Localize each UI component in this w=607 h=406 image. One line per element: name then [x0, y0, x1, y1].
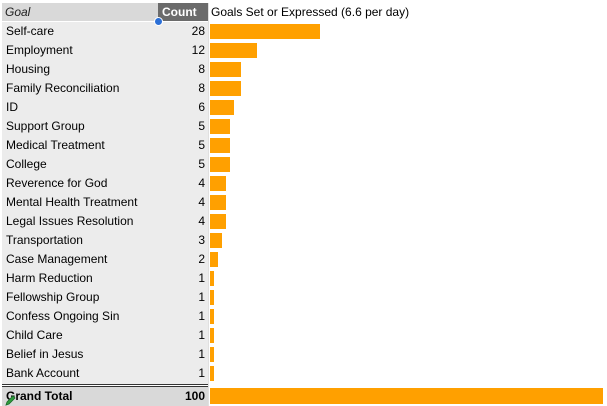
goal-count: 8 — [198, 81, 205, 95]
goal-bar — [210, 233, 222, 248]
goal-count: 1 — [198, 347, 205, 361]
chart-title: Goals Set or Expressed (6.6 per day) — [211, 5, 410, 19]
goal-count: 5 — [198, 157, 205, 171]
goal-count: 1 — [198, 309, 205, 323]
grand-total-row — [2, 387, 208, 406]
goal-count: 1 — [198, 328, 205, 342]
goal-label[interactable]: Housing — [6, 62, 51, 76]
column-divider — [208, 3, 209, 406]
goal-bar — [210, 252, 218, 267]
count-column-background — [158, 22, 208, 384]
goal-bar — [210, 309, 214, 324]
goal-bar — [210, 100, 234, 115]
pencil-icon[interactable] — [5, 394, 17, 406]
goal-bar — [210, 195, 226, 210]
total-separator — [2, 384, 208, 387]
goal-label[interactable]: Transportation — [6, 233, 83, 247]
grand-total-label: Grand Total — [6, 389, 73, 403]
goal-count: 12 — [191, 43, 205, 57]
goal-label[interactable]: ID — [6, 100, 18, 114]
goal-label[interactable]: Reverence for God — [6, 176, 108, 190]
goal-label[interactable]: Harm Reduction — [6, 271, 93, 285]
goal-count: 4 — [198, 195, 205, 209]
goal-label[interactable]: Case Management — [6, 252, 108, 266]
goal-bar — [210, 214, 226, 229]
grand-total-bar — [210, 388, 603, 404]
count-column-header[interactable]: Count — [158, 3, 208, 21]
goal-bar — [210, 119, 230, 134]
goal-count: 2 — [198, 252, 205, 266]
goal-bar — [210, 328, 214, 343]
goal-count: 4 — [198, 176, 205, 190]
goal-bar — [210, 62, 241, 77]
goal-column-background — [2, 22, 158, 384]
goal-label[interactable]: Legal Issues Resolution — [6, 214, 134, 228]
goal-label[interactable]: Child Care — [6, 328, 63, 342]
goal-label[interactable]: Family Reconciliation — [6, 81, 120, 95]
goal-bar — [210, 290, 214, 305]
goal-count: 8 — [198, 62, 205, 76]
goal-count: 5 — [198, 138, 205, 152]
goal-label[interactable]: Confess Ongoing Sin — [6, 309, 120, 323]
goal-label[interactable]: Employment — [6, 43, 73, 57]
goal-count: 1 — [198, 271, 205, 285]
goal-column-header[interactable]: Goal — [2, 3, 158, 21]
goal-label[interactable]: Mental Health Treatment — [6, 195, 138, 209]
selection-handle-icon[interactable] — [154, 17, 163, 26]
goal-label[interactable]: Fellowship Group — [6, 290, 100, 304]
goal-label[interactable]: Bank Account — [6, 366, 80, 380]
goal-bar — [210, 81, 241, 96]
grand-total-count: 100 — [184, 389, 205, 403]
goal-count: 4 — [198, 214, 205, 228]
goal-label[interactable]: Medical Treatment — [6, 138, 105, 152]
goal-bar — [210, 24, 320, 39]
goal-count: 28 — [191, 24, 205, 38]
goal-bar — [210, 347, 214, 362]
goal-count: 5 — [198, 119, 205, 133]
goal-bar — [210, 176, 226, 191]
goal-label[interactable]: College — [6, 157, 47, 171]
goal-count: 1 — [198, 366, 205, 380]
goal-bar — [210, 157, 230, 172]
goal-bar — [210, 271, 214, 286]
goal-label[interactable]: Belief in Jesus — [6, 347, 84, 361]
goal-bar — [210, 138, 230, 153]
goal-count: 6 — [198, 100, 205, 114]
goal-bar — [210, 43, 257, 58]
goal-label[interactable]: Self-care — [6, 24, 55, 38]
goal-label[interactable]: Support Group — [6, 119, 85, 133]
goal-count: 3 — [198, 233, 205, 247]
goal-count: 1 — [198, 290, 205, 304]
goal-bar — [210, 366, 214, 381]
